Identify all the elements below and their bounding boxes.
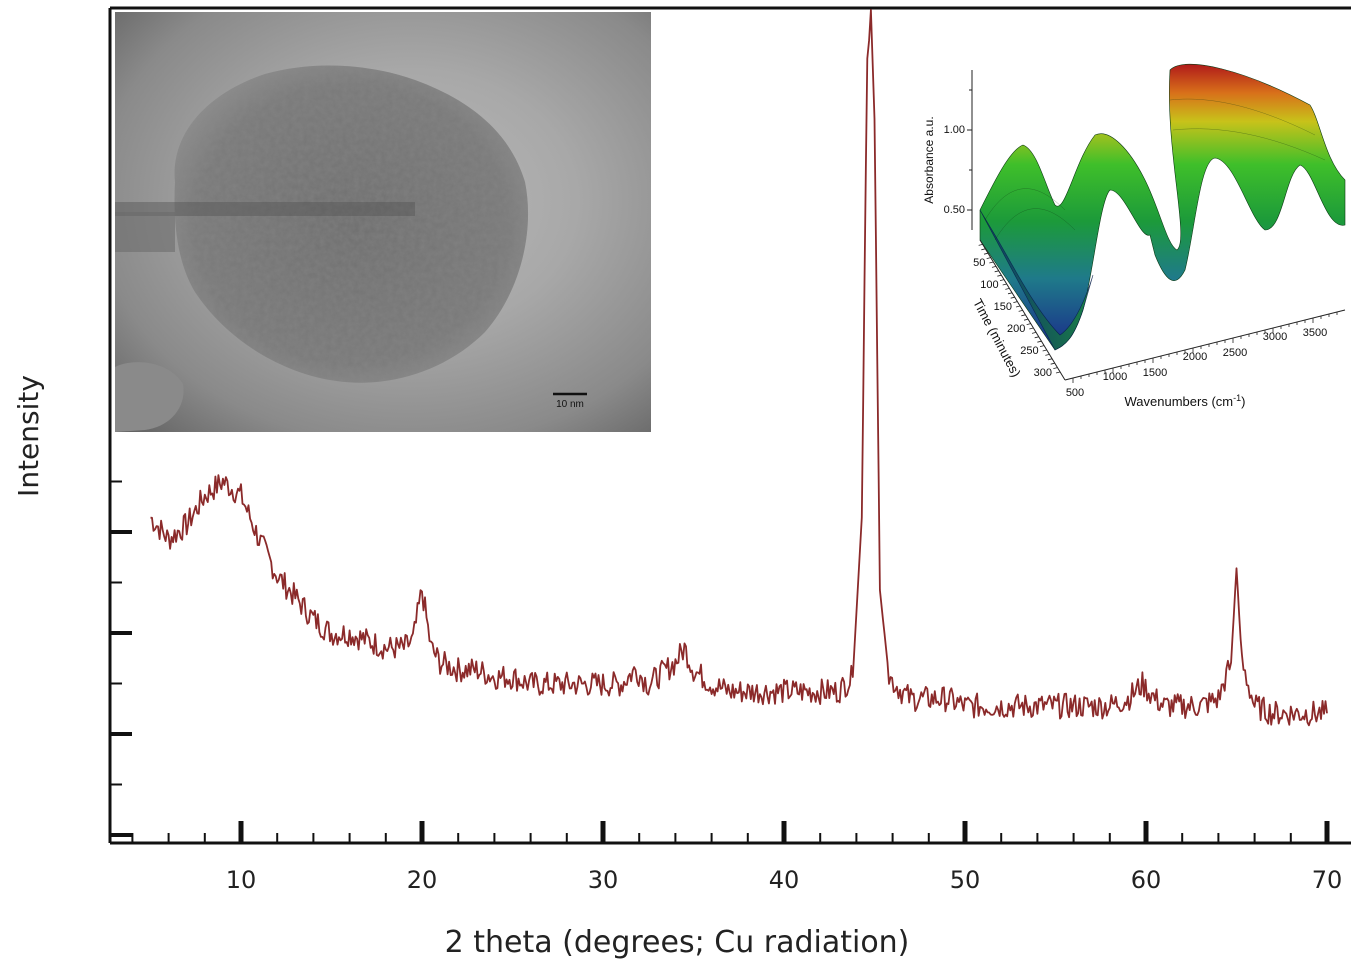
x-tick-label: 70 <box>1312 866 1343 894</box>
ftir-x-tick-labels: 500 1000 1500 2000 2500 3000 3500 <box>1066 327 1327 399</box>
ftir-y-tick-label: 300 <box>1034 367 1052 379</box>
ftir-y-tick <box>1047 358 1053 361</box>
ftir-surface-front <box>979 209 1094 351</box>
ftir-y-tick <box>1053 367 1058 369</box>
ftir-y-tick <box>1007 292 1013 295</box>
xrd-series-line <box>150 9 1328 727</box>
ftir-y-tick <box>1039 345 1045 347</box>
x-tick-label: 10 <box>226 866 257 894</box>
y-axis-title: Intensity <box>12 375 45 497</box>
ftir-y-tick <box>1031 332 1037 334</box>
x-tick-label: 50 <box>950 866 981 894</box>
ftir-y-tick <box>1005 288 1010 290</box>
ftir-y-tick <box>981 248 986 251</box>
ftir-x-tick-label: 3500 <box>1303 327 1327 339</box>
ftir-y-tick-label: 200 <box>1007 323 1025 335</box>
ftir-z-ticks <box>967 89 972 211</box>
ftir-y-tick <box>991 266 997 268</box>
ftir-x-axis <box>1064 309 1346 381</box>
ftir-y-tick <box>1050 362 1055 365</box>
ftir-y-tick <box>1010 296 1015 299</box>
ftir-y-axis <box>979 239 1066 381</box>
y-tick-marks <box>110 480 132 837</box>
ftir-z-tick-100: 1.00 <box>944 124 965 136</box>
ftir-z-title: Absorbance a.u. <box>922 116 936 203</box>
ftir-y-tick <box>1021 314 1026 317</box>
beam-stop-shadow <box>115 202 415 216</box>
ftir-y-tick <box>1018 310 1023 312</box>
ftir-y-tick <box>1037 340 1042 343</box>
ftir-x-tick-label: 3000 <box>1263 331 1287 343</box>
ftir-y-tick <box>1045 354 1050 356</box>
ftir-x-tick-label: 500 <box>1066 387 1084 399</box>
ftir-y-tick <box>1029 327 1034 330</box>
ftir-y-tick-label: 100 <box>980 279 998 291</box>
x-tick-marks <box>131 821 1330 843</box>
neighbor-particle <box>115 362 184 432</box>
ftir-x-title: Wavenumbers (cm-1) <box>1125 393 1246 409</box>
ftir-surface-ridges <box>984 98 1326 241</box>
scale-bar-label: 10 nm <box>556 399 584 410</box>
ftir-y-tick <box>1034 336 1039 339</box>
ftir-y-tick-label: 50 <box>973 257 985 269</box>
ftir-surface-inset: 1.00 0.50 Absorbance a.u. 500 1000 1500 200… <box>915 40 1351 420</box>
ftir-y-tick <box>978 244 983 246</box>
ftir-x-tick-label: 1500 <box>1143 367 1167 379</box>
ftir-x-ticks <box>1072 312 1338 383</box>
ftir-z-tick-050: 0.50 <box>944 204 965 216</box>
ftir-y-tick <box>983 252 989 255</box>
ftir-x-tick-label: 2500 <box>1223 347 1247 359</box>
ftir-y-tick <box>1015 305 1021 308</box>
x-tick-label: 60 <box>1131 866 1162 894</box>
x-tick-label: 30 <box>588 866 619 894</box>
ftir-y-tick <box>986 257 991 259</box>
ftir-y-tick-label: 250 <box>1020 345 1038 357</box>
ftir-y-tick <box>994 270 999 273</box>
ftir-y-tick-labels: 50 100 150 200 250 300 <box>973 257 1052 379</box>
ftir-y-tick <box>1055 371 1061 374</box>
ftir-y-tick <box>999 279 1005 281</box>
ftir-y-tick <box>989 261 994 264</box>
tem-micrograph-inset: 10 nm <box>115 12 651 432</box>
x-axis-title: 2 theta (degrees; Cu radiation) <box>445 925 910 960</box>
ftir-x-tick-label: 2000 <box>1183 351 1207 363</box>
x-tick-labels: 10 20 30 40 50 60 70 <box>226 866 1343 894</box>
x-tick-label: 40 <box>769 866 800 894</box>
ftir-y-tick <box>1023 318 1029 321</box>
ftir-y-tick <box>1013 301 1018 303</box>
ftir-y-tick <box>1002 283 1007 286</box>
ftir-surface-back <box>979 63 1346 351</box>
ftir-surface-plot: 1.00 0.50 Absorbance a.u. 500 1000 1500 200… <box>922 63 1346 409</box>
ftir-y-tick <box>1026 323 1031 325</box>
ftir-x-tick-label: 1000 <box>1103 371 1127 383</box>
ftir-y-tick <box>1042 349 1047 352</box>
ftir-y-ticks <box>978 244 1061 374</box>
ftir-y-tick-label: 150 <box>994 301 1012 313</box>
ftir-y-tick <box>997 274 1002 277</box>
x-tick-label: 20 <box>407 866 438 894</box>
tem-image: 10 nm <box>115 65 587 432</box>
